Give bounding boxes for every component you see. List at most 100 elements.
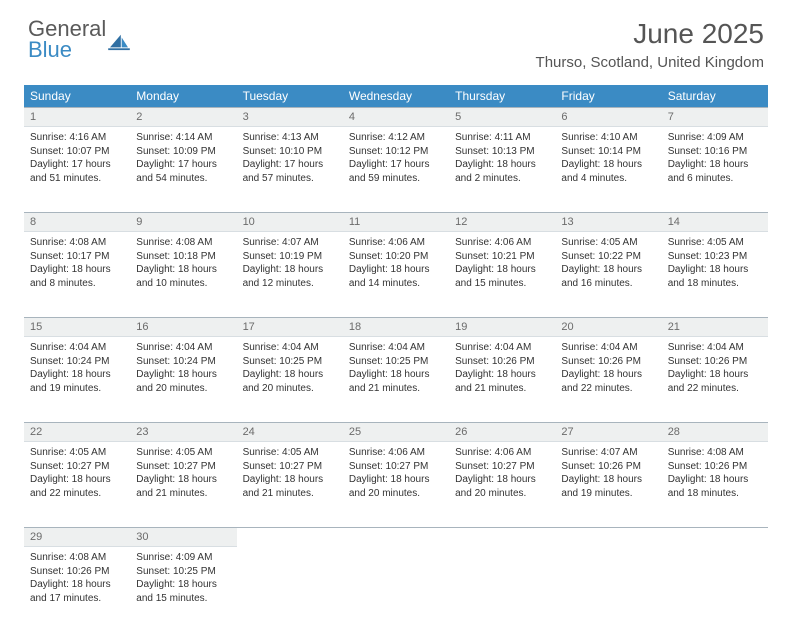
sunset-line: Sunset: 10:25 PM: [243, 355, 337, 369]
day-number-cell: 2: [130, 108, 236, 127]
month-title: June 2025: [536, 18, 764, 50]
day-number-cell: 18: [343, 318, 449, 337]
daylight-line: Daylight: 17 hours and 51 minutes.: [30, 158, 124, 185]
day-number-cell: 16: [130, 318, 236, 337]
day-body-cell: Sunrise: 4:13 AMSunset: 10:10 PMDaylight…: [237, 127, 343, 213]
daylight-line: Daylight: 18 hours and 16 minutes.: [561, 263, 655, 290]
logo-text-block: General Blue: [28, 18, 106, 61]
weekday-header: Tuesday: [237, 85, 343, 108]
day-detail: Sunrise: 4:14 AMSunset: 10:09 PMDaylight…: [130, 127, 236, 191]
day-body-cell: Sunrise: 4:07 AMSunset: 10:19 PMDaylight…: [237, 232, 343, 318]
day-number-cell: 4: [343, 108, 449, 127]
sunset-line: Sunset: 10:26 PM: [561, 460, 655, 474]
day-number-cell: 21: [662, 318, 768, 337]
day-detail: Sunrise: 4:07 AMSunset: 10:26 PMDaylight…: [555, 442, 661, 506]
day-body-cell: [662, 547, 768, 633]
day-body-cell: [237, 547, 343, 633]
day-number-cell: 20: [555, 318, 661, 337]
sunrise-line: Sunrise: 4:04 AM: [668, 341, 762, 355]
daylight-line: Daylight: 18 hours and 20 minutes.: [349, 473, 443, 500]
weekday-header: Saturday: [662, 85, 768, 108]
sunrise-line: Sunrise: 4:06 AM: [455, 446, 549, 460]
day-detail: Sunrise: 4:04 AMSunset: 10:26 PMDaylight…: [449, 337, 555, 401]
daylight-line: Daylight: 18 hours and 15 minutes.: [136, 578, 230, 605]
daylight-line: Daylight: 18 hours and 18 minutes.: [668, 473, 762, 500]
sunrise-line: Sunrise: 4:13 AM: [243, 131, 337, 145]
daylight-line: Daylight: 18 hours and 15 minutes.: [455, 263, 549, 290]
day-detail: Sunrise: 4:06 AMSunset: 10:27 PMDaylight…: [449, 442, 555, 506]
sunset-line: Sunset: 10:26 PM: [668, 355, 762, 369]
day-body-cell: Sunrise: 4:09 AMSunset: 10:25 PMDaylight…: [130, 547, 236, 633]
day-detail: Sunrise: 4:10 AMSunset: 10:14 PMDaylight…: [555, 127, 661, 191]
weekday-header: Thursday: [449, 85, 555, 108]
day-body-cell: Sunrise: 4:05 AMSunset: 10:22 PMDaylight…: [555, 232, 661, 318]
sunrise-line: Sunrise: 4:04 AM: [243, 341, 337, 355]
day-body-cell: Sunrise: 4:04 AMSunset: 10:25 PMDaylight…: [343, 337, 449, 423]
sunrise-line: Sunrise: 4:05 AM: [668, 236, 762, 250]
sunrise-line: Sunrise: 4:07 AM: [561, 446, 655, 460]
day-number-cell: 19: [449, 318, 555, 337]
daylight-line: Daylight: 18 hours and 21 minutes.: [349, 368, 443, 395]
day-detail: Sunrise: 4:08 AMSunset: 10:26 PMDaylight…: [662, 442, 768, 506]
day-detail: Sunrise: 4:12 AMSunset: 10:12 PMDaylight…: [343, 127, 449, 191]
day-number-cell: 8: [24, 213, 130, 232]
sunset-line: Sunset: 10:19 PM: [243, 250, 337, 264]
sunset-line: Sunset: 10:07 PM: [30, 145, 124, 159]
day-body-cell: Sunrise: 4:06 AMSunset: 10:20 PMDaylight…: [343, 232, 449, 318]
sunset-line: Sunset: 10:25 PM: [349, 355, 443, 369]
day-body-cell: Sunrise: 4:11 AMSunset: 10:13 PMDaylight…: [449, 127, 555, 213]
daylight-line: Daylight: 17 hours and 59 minutes.: [349, 158, 443, 185]
day-number-cell: 6: [555, 108, 661, 127]
sunrise-line: Sunrise: 4:04 AM: [30, 341, 124, 355]
day-body-cell: Sunrise: 4:04 AMSunset: 10:25 PMDaylight…: [237, 337, 343, 423]
day-body-cell: Sunrise: 4:08 AMSunset: 10:18 PMDaylight…: [130, 232, 236, 318]
daylight-line: Daylight: 18 hours and 14 minutes.: [349, 263, 443, 290]
day-detail: Sunrise: 4:09 AMSunset: 10:16 PMDaylight…: [662, 127, 768, 191]
daylight-line: Daylight: 17 hours and 57 minutes.: [243, 158, 337, 185]
sunrise-line: Sunrise: 4:09 AM: [668, 131, 762, 145]
day-body-cell: Sunrise: 4:10 AMSunset: 10:14 PMDaylight…: [555, 127, 661, 213]
day-number-cell: 23: [130, 423, 236, 442]
sunrise-line: Sunrise: 4:14 AM: [136, 131, 230, 145]
day-detail: Sunrise: 4:04 AMSunset: 10:24 PMDaylight…: [24, 337, 130, 401]
day-detail: Sunrise: 4:04 AMSunset: 10:25 PMDaylight…: [343, 337, 449, 401]
day-detail: Sunrise: 4:08 AMSunset: 10:17 PMDaylight…: [24, 232, 130, 296]
day-body-cell: Sunrise: 4:09 AMSunset: 10:16 PMDaylight…: [662, 127, 768, 213]
sunset-line: Sunset: 10:27 PM: [30, 460, 124, 474]
day-body-cell: [449, 547, 555, 633]
day-detail: Sunrise: 4:05 AMSunset: 10:23 PMDaylight…: [662, 232, 768, 296]
day-body-cell: Sunrise: 4:12 AMSunset: 10:12 PMDaylight…: [343, 127, 449, 213]
day-detail: Sunrise: 4:08 AMSunset: 10:18 PMDaylight…: [130, 232, 236, 296]
day-number-cell: [237, 528, 343, 547]
day-detail: Sunrise: 4:06 AMSunset: 10:21 PMDaylight…: [449, 232, 555, 296]
sunrise-line: Sunrise: 4:10 AM: [561, 131, 655, 145]
day-number-row: 22232425262728: [24, 423, 768, 442]
sunrise-line: Sunrise: 4:05 AM: [561, 236, 655, 250]
day-detail: Sunrise: 4:04 AMSunset: 10:26 PMDaylight…: [662, 337, 768, 401]
day-number-cell: [449, 528, 555, 547]
day-number-cell: 29: [24, 528, 130, 547]
day-body-cell: Sunrise: 4:05 AMSunset: 10:27 PMDaylight…: [237, 442, 343, 528]
day-body-cell: Sunrise: 4:04 AMSunset: 10:24 PMDaylight…: [24, 337, 130, 423]
day-number-cell: 7: [662, 108, 768, 127]
day-detail: Sunrise: 4:08 AMSunset: 10:26 PMDaylight…: [24, 547, 130, 611]
day-detail: Sunrise: 4:13 AMSunset: 10:10 PMDaylight…: [237, 127, 343, 191]
daylight-line: Daylight: 18 hours and 20 minutes.: [243, 368, 337, 395]
day-number-cell: 24: [237, 423, 343, 442]
day-number-cell: 28: [662, 423, 768, 442]
daylight-line: Daylight: 18 hours and 20 minutes.: [136, 368, 230, 395]
day-body-cell: Sunrise: 4:04 AMSunset: 10:26 PMDaylight…: [555, 337, 661, 423]
daylight-line: Daylight: 18 hours and 19 minutes.: [561, 473, 655, 500]
sunrise-line: Sunrise: 4:08 AM: [30, 236, 124, 250]
daylight-line: Daylight: 18 hours and 22 minutes.: [668, 368, 762, 395]
daylight-line: Daylight: 18 hours and 6 minutes.: [668, 158, 762, 185]
daylight-line: Daylight: 18 hours and 18 minutes.: [668, 263, 762, 290]
day-body-cell: Sunrise: 4:05 AMSunset: 10:23 PMDaylight…: [662, 232, 768, 318]
daylight-line: Daylight: 18 hours and 8 minutes.: [30, 263, 124, 290]
header: General Blue June 2025 Thurso, Scotland,…: [0, 0, 792, 77]
day-body-cell: Sunrise: 4:06 AMSunset: 10:27 PMDaylight…: [343, 442, 449, 528]
sunset-line: Sunset: 10:23 PM: [668, 250, 762, 264]
sunset-line: Sunset: 10:26 PM: [561, 355, 655, 369]
sunset-line: Sunset: 10:26 PM: [668, 460, 762, 474]
day-detail: Sunrise: 4:11 AMSunset: 10:13 PMDaylight…: [449, 127, 555, 191]
